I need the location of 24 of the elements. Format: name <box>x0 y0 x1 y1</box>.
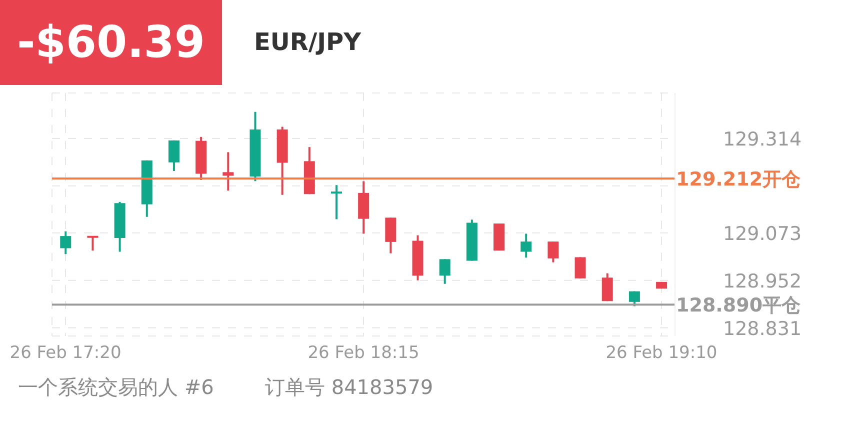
candlestick <box>60 230 72 256</box>
y-tick-label: 128.831 <box>723 318 802 340</box>
candlestick <box>168 139 180 172</box>
chart-title: -$60.39 <box>16 17 206 68</box>
candlestick <box>520 232 532 259</box>
ref-line-label: 128.890平仓 <box>676 294 802 317</box>
x-tick-label: 26 Feb 19:10 <box>606 343 718 363</box>
chart-subtitle: EUR/JPY <box>254 28 362 56</box>
candlestick <box>87 235 98 252</box>
y-tick-label: 128.952 <box>723 270 802 292</box>
x-tick-label: 26 Feb 17:20 <box>10 343 122 363</box>
text: 订单号 84183579 <box>265 374 434 401</box>
candlestick <box>330 184 342 220</box>
candlestick <box>222 151 234 192</box>
y-tick-label: 129.314 <box>723 128 802 150</box>
candlestick <box>602 272 613 302</box>
candlestick <box>628 290 640 308</box>
ref-line-label: 129.212开仓 <box>676 168 802 190</box>
candlestick <box>548 240 559 264</box>
x-tick-label: 26 Feb 18:15 <box>308 343 420 363</box>
text: 一个系统交易的人 #6 <box>18 374 214 401</box>
candlestick <box>574 256 586 280</box>
y-tick-label: 129.073 <box>723 222 802 245</box>
candlestick <box>439 258 450 285</box>
